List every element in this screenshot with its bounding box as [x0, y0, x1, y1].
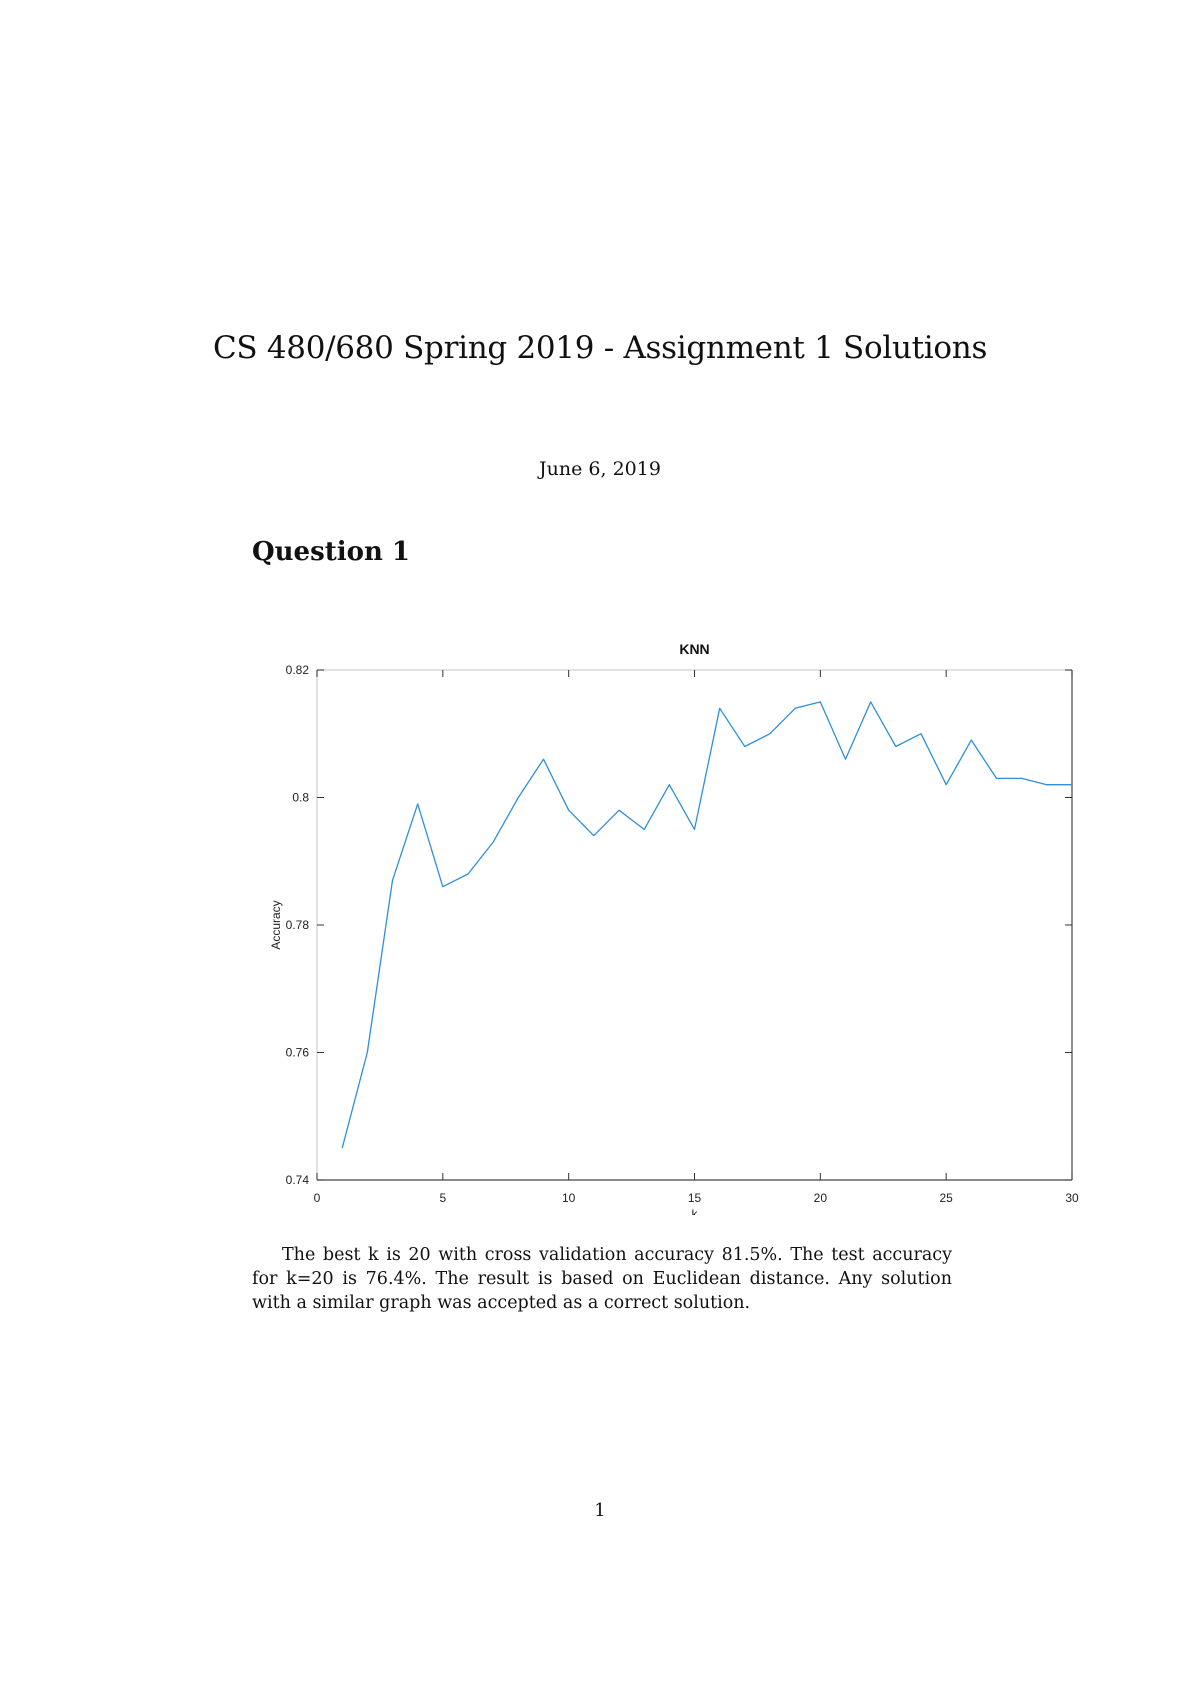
- knn-accuracy-chart: KNN 0 5 10 15 20 25 30 0.74 0.76 0.78 0.8 0.82 k Accur…: [250, 625, 1090, 1221]
- document-title: CS 480/680 Spring 2019 - Assignment 1 So…: [212, 330, 988, 366]
- chart-canvas: KNN 0 5 10 15 20 25 30 0.74 0.76 0.78 0.8 0.82 k Accur…: [269, 641, 1079, 1221]
- x-tick-label: 0: [314, 1191, 321, 1205]
- x-tick-label: 25: [939, 1191, 953, 1205]
- x-tick-label: 30: [1065, 1191, 1079, 1205]
- y-axis-label: Accuracy: [269, 900, 283, 949]
- accuracy-line: [341, 701, 1072, 1149]
- x-tick-label: 5: [439, 1191, 446, 1205]
- x-tick-label: 15: [688, 1191, 702, 1205]
- solution-paragraph: The best k is 20 with cross validation a…: [252, 1243, 952, 1315]
- chart-title: KNN: [679, 641, 709, 657]
- y-tick-label: 0.76: [286, 1046, 310, 1060]
- section-heading: Question 1: [252, 537, 411, 567]
- x-tick-label: 20: [814, 1191, 828, 1205]
- x-axis-label: k: [692, 1207, 699, 1215]
- document-date: June 6, 2019: [539, 458, 661, 480]
- y-tick-label: 0.78: [286, 918, 310, 932]
- solution-text: The best k is 20 with cross validation a…: [252, 1245, 952, 1313]
- y-tick-label: 0.82: [286, 663, 310, 677]
- page-number: 1: [594, 1500, 606, 1521]
- x-tick-label: 10: [562, 1191, 576, 1205]
- y-tick-label: 0.8: [292, 791, 309, 805]
- y-tick-label: 0.74: [286, 1173, 310, 1187]
